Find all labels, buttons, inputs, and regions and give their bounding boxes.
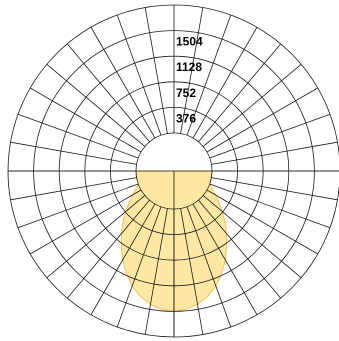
grid-spoke-280 [10, 177, 137, 201]
grid-spoke-50 [202, 195, 302, 279]
grid-spoke-350 [144, 208, 168, 335]
grid-spoke-10 [180, 208, 204, 335]
grid-spoke-230 [46, 63, 146, 147]
grid-spoke-80 [211, 177, 338, 201]
grid-spoke-340 [116, 206, 162, 328]
grid-spoke-190 [144, 7, 168, 134]
grid-spoke-140 [198, 43, 282, 143]
grid-spoke-130 [202, 63, 302, 147]
tick-label-752: 752 [176, 86, 196, 100]
grid-spoke-200 [116, 14, 162, 136]
grid-spoke-320 [66, 199, 150, 299]
grid-spoke-210 [90, 27, 156, 139]
grid-spoke-240 [30, 87, 142, 153]
grid-spoke-40 [198, 199, 282, 299]
grid-spoke-220 [66, 43, 150, 143]
grid-spoke-160 [186, 14, 232, 136]
grid-spoke-20 [186, 206, 232, 328]
grid-spoke-150 [192, 27, 258, 139]
grid-spoke-310 [46, 195, 146, 279]
grid-spoke-60 [206, 189, 318, 255]
grid-spoke-170 [180, 7, 204, 134]
tick-label-1128: 1128 [176, 60, 202, 74]
tick-label-376: 376 [176, 111, 196, 125]
grid-spoke-300 [30, 189, 142, 255]
tick-label-layer: 376 752 1128 1504 [176, 35, 203, 126]
grid-spoke-290 [17, 183, 139, 229]
tick-label-1504: 1504 [176, 35, 203, 49]
grid-spoke-100 [211, 141, 338, 165]
grid-spoke-110 [209, 113, 331, 159]
grid-spoke-260 [10, 141, 137, 165]
grid-spoke-70 [209, 183, 331, 229]
grid-spoke-330 [90, 203, 156, 315]
grid-spoke-120 [206, 87, 318, 153]
grid-spoke-30 [192, 203, 258, 315]
grid-layer [7, 4, 339, 338]
grid-spoke-250 [17, 113, 139, 159]
